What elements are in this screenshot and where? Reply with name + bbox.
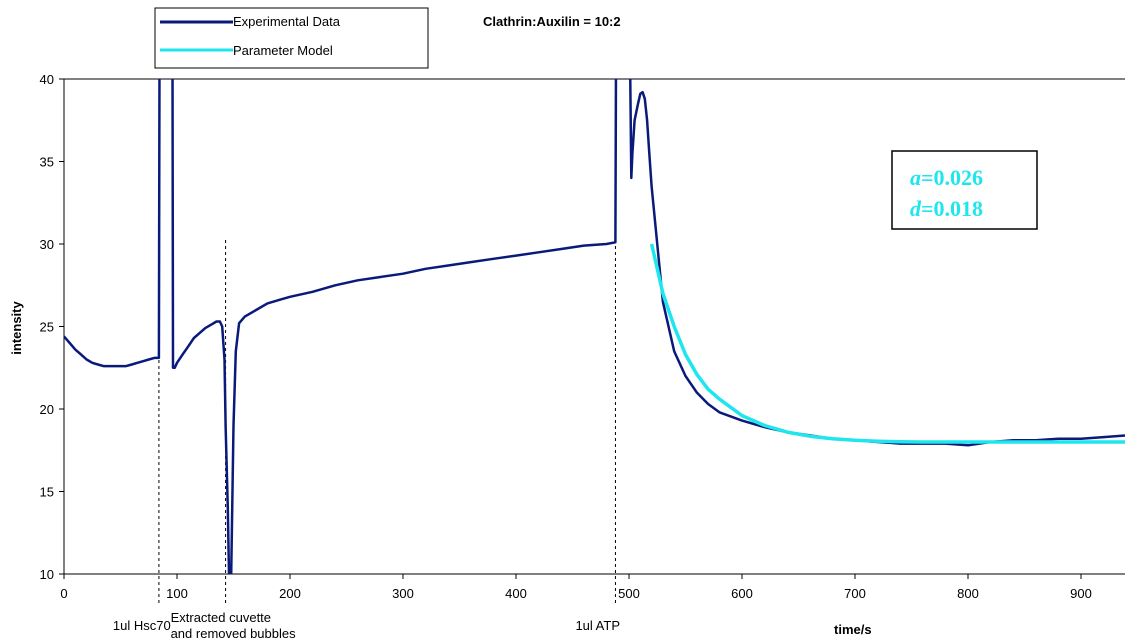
x-tick-label: 700 bbox=[844, 586, 866, 601]
chart-title: Clathrin:Auxilin = 10:2 bbox=[483, 14, 621, 29]
parameter-d-value: =0.018 bbox=[921, 196, 983, 221]
annotation-label: Extracted cuvette bbox=[171, 610, 271, 625]
annotation-label: 1ul ATP bbox=[575, 618, 620, 633]
y-tick-label: 35 bbox=[40, 155, 54, 170]
annotation-label: 1ul Hsc70 bbox=[113, 618, 171, 633]
x-tick-label: 0 bbox=[60, 586, 67, 601]
y-tick-label: 40 bbox=[40, 72, 54, 87]
y-axis-title: intensity bbox=[9, 301, 24, 355]
x-tick-label: 400 bbox=[505, 586, 527, 601]
x-tick-label: 100 bbox=[166, 586, 188, 601]
legend-label-model: Parameter Model bbox=[233, 43, 333, 58]
parameter-a: a=0.026 bbox=[910, 165, 983, 190]
legend-box bbox=[154, 7, 429, 69]
x-tick-label: 600 bbox=[731, 586, 753, 601]
parameter-d-symbol: d bbox=[910, 196, 922, 221]
parameter-a-value: =0.026 bbox=[921, 165, 983, 190]
x-tick-label: 800 bbox=[957, 586, 979, 601]
legend-label-experimental: Experimental Data bbox=[233, 14, 341, 29]
x-axis-title: time/s bbox=[834, 622, 872, 637]
y-tick-label: 10 bbox=[40, 567, 54, 582]
parameter-box-frame bbox=[891, 150, 1038, 230]
legend: Experimental Data Parameter Model bbox=[154, 7, 429, 69]
y-tick-label: 20 bbox=[40, 402, 54, 417]
y-tick-label: 25 bbox=[40, 320, 54, 335]
parameter-box: a=0.026 d=0.018 bbox=[891, 150, 1038, 230]
x-tick-label: 300 bbox=[392, 586, 414, 601]
y-tick-label: 30 bbox=[40, 237, 54, 252]
series-line-parameter-model bbox=[649, 243, 1125, 444]
annotation-label-line2: and removed bubbles bbox=[171, 626, 297, 641]
x-tick-label: 200 bbox=[279, 586, 301, 601]
x-tick-label: 500 bbox=[618, 586, 640, 601]
y-tick-label: 15 bbox=[40, 485, 54, 500]
parameter-a-symbol: a bbox=[910, 165, 921, 190]
x-tick-label: 900 bbox=[1070, 586, 1092, 601]
parameter-d: d=0.018 bbox=[910, 196, 983, 221]
series-line-experimental-data bbox=[64, 79, 1125, 574]
